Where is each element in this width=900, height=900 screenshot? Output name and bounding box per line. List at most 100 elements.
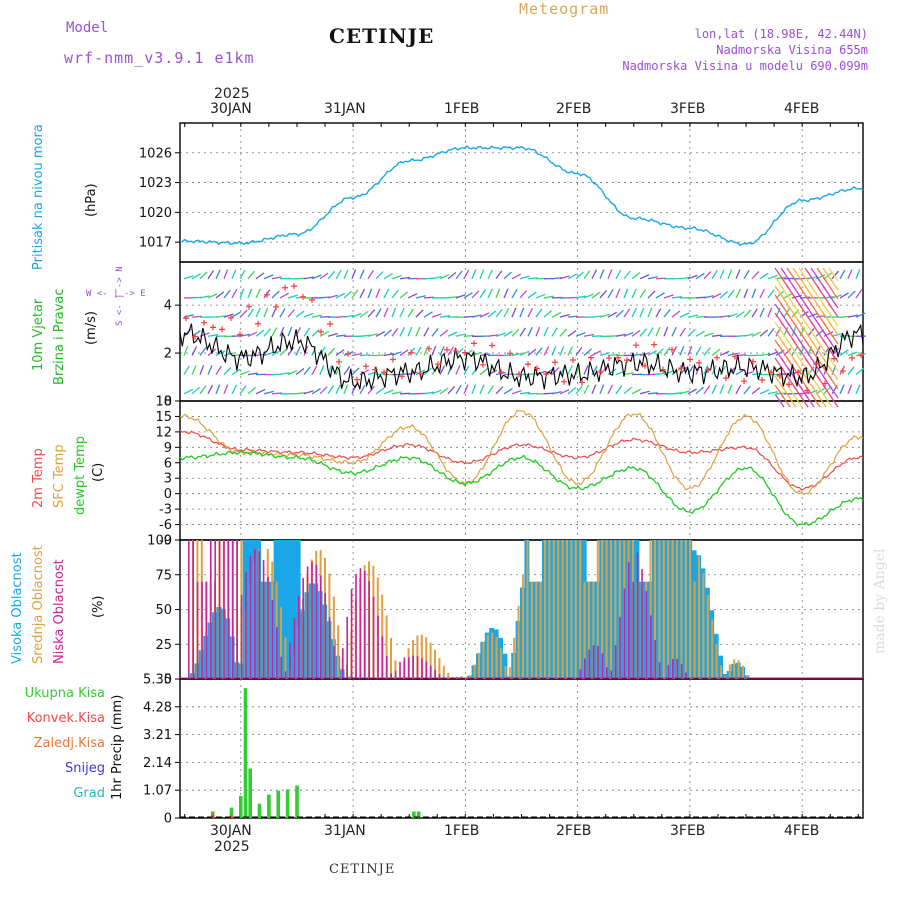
gust-marker: [516, 371, 522, 378]
low-cloud-bar: [416, 656, 419, 679]
gust-marker: [345, 350, 351, 357]
gust-marker: [822, 380, 828, 387]
wind-barb: [311, 365, 318, 375]
gust-marker: [768, 369, 774, 376]
wind-barb: [759, 288, 766, 299]
chart-title: Meteogram: [519, 0, 610, 18]
wind-barb: [828, 330, 839, 345]
wind-barb: [527, 277, 538, 280]
wind-barb: [463, 334, 475, 337]
wind-barb: [391, 289, 399, 299]
wind-barb: [191, 346, 198, 356]
wind-barb: [591, 269, 597, 280]
wind-barb: [711, 334, 722, 337]
wind-barb: [263, 307, 269, 318]
low-cloud-bar: [306, 566, 309, 679]
wind-barb: [423, 391, 435, 395]
wind-barb: [735, 311, 745, 318]
precip-total-bar: [295, 785, 299, 818]
mid-cloud-bar: [592, 581, 595, 679]
low-cloud-bar: [421, 658, 423, 679]
wind-barb: [319, 386, 328, 395]
precip-total-bar: [243, 688, 248, 818]
gust-marker: [606, 355, 612, 362]
cloud-ytick-label: 25: [155, 638, 172, 653]
wind-barb: [559, 328, 568, 337]
wind-barb: [615, 269, 622, 280]
wind-barb: [487, 310, 497, 318]
bottom-date-3feb: 3FEB: [670, 823, 706, 839]
low-cloud-bar: [232, 540, 234, 679]
gust-marker: [705, 366, 711, 373]
wind-barb: [407, 293, 418, 299]
low-cloud-bar: [359, 568, 362, 679]
wind-barb: [471, 269, 477, 280]
low-cloud-bar: [654, 640, 656, 679]
mid-cloud-bar: [280, 607, 282, 679]
wind-barb: [519, 290, 528, 299]
gust-marker: [498, 369, 504, 376]
low-cloud-bar: [223, 540, 225, 679]
wind-barb: [583, 365, 589, 375]
wind-barb: [567, 346, 573, 356]
low-cloud-bar: [372, 596, 375, 679]
low-cloud-bar: [606, 667, 608, 679]
temp-ytick-label: 15: [155, 410, 172, 425]
cloud-ytick-label: 75: [155, 568, 172, 583]
wind-barb: [335, 292, 346, 299]
low-cloud-bar: [377, 615, 379, 679]
wind-barb: [215, 384, 221, 395]
wind-barb: [631, 329, 641, 337]
temp-frame: [179, 400, 864, 541]
wind-barb: [239, 385, 247, 395]
gust-marker: [795, 369, 801, 376]
wind-barb: [607, 311, 618, 318]
wind-barb: [735, 384, 742, 395]
wind-barb: [679, 327, 687, 337]
low-cloud-bar: [249, 556, 252, 679]
wind-barb: [751, 308, 758, 318]
wind-barb: [391, 274, 402, 280]
gust-marker: [219, 326, 225, 333]
wind-barb: [223, 289, 231, 299]
wind-barb: [303, 276, 315, 280]
wind-barb: [639, 328, 647, 337]
wind-barb: [828, 366, 839, 381]
mid-cloud-bar: [746, 675, 749, 679]
wind-barb: [471, 314, 482, 318]
precip-total-bar: [239, 795, 243, 818]
wind-barb: [815, 387, 825, 395]
low-cloud-bar: [188, 540, 190, 679]
mid-cloud-bar: [526, 540, 529, 679]
low-cloud-bar: [245, 571, 247, 679]
wind-barb: [191, 386, 201, 395]
wind-barb: [199, 295, 210, 299]
wind-barb: [527, 348, 537, 356]
wind-barb: [303, 312, 314, 318]
mid-cloud-bar: [544, 540, 546, 679]
bottom-date-2feb: 2FEB: [556, 823, 592, 839]
wind-barb: [719, 384, 725, 395]
low-cloud-bar: [601, 653, 604, 679]
wind-barb: [623, 270, 631, 280]
wind-barb: [439, 273, 450, 280]
wind-barb: [759, 389, 770, 395]
wind-barb: [727, 384, 733, 395]
bottom-date-4feb: 4FEB: [784, 823, 820, 839]
mid-cloud-bar: [284, 637, 287, 679]
wind-barb: [711, 348, 721, 356]
wind-barb: [719, 350, 730, 357]
low-cloud-bar: [645, 590, 648, 679]
high-cloud-bar: [286, 540, 292, 679]
wind-barb: [631, 288, 637, 299]
wind-barb: [823, 386, 832, 395]
model-label: Model: [66, 20, 109, 36]
mid-cloud-bar: [649, 540, 652, 679]
gust-marker: [246, 303, 252, 310]
gust-marker: [723, 375, 729, 382]
gust-marker: [750, 358, 756, 365]
wind-barb: [399, 327, 406, 337]
gust-marker: [318, 328, 324, 335]
wind-barb: [383, 307, 389, 318]
wind-barb: [567, 330, 577, 337]
